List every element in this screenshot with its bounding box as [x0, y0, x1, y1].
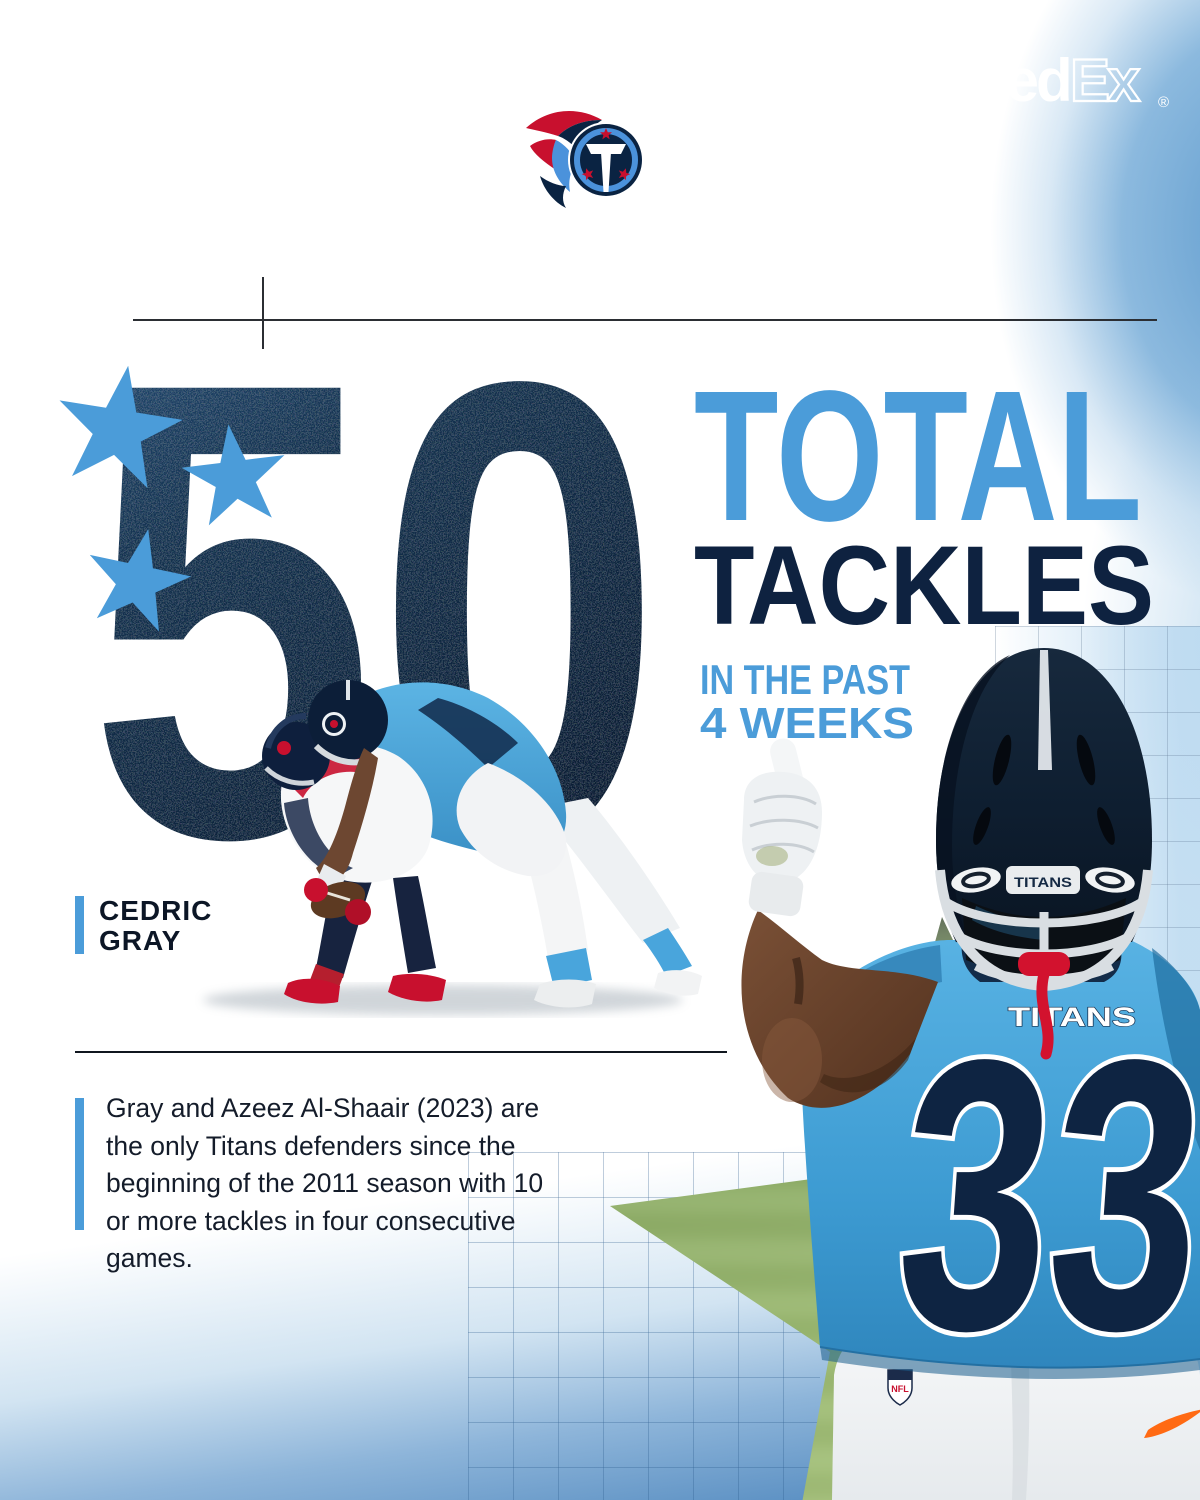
- player-first-name: CEDRIC: [99, 895, 213, 926]
- headline-sub1: IN THE PAST: [700, 656, 910, 703]
- arm-tattoo: [792, 956, 804, 1005]
- fedex-sponsor-logo: Fed Ex ®: [972, 46, 1169, 115]
- player-arm: [741, 910, 938, 1108]
- headline-sub2: 4 WEEKS: [700, 699, 914, 748]
- player-name-block: CEDRIC GRAY: [75, 896, 212, 956]
- footnote-block: Gray and Azeez Al-Shaair (2023) are the …: [75, 1090, 558, 1278]
- footnote-text: Gray and Azeez Al-Shaair (2023) are the …: [106, 1093, 544, 1273]
- footnote-divider-line: [75, 1051, 727, 1053]
- crosshair-horizontal-line: [133, 319, 1157, 321]
- jersey-wordmark: TITANS: [1008, 1002, 1136, 1032]
- titans-team-logo-icon: [526, 110, 644, 208]
- accent-bar: [75, 1098, 84, 1230]
- helmet-bumper: [1006, 866, 1080, 894]
- registered-mark: ®: [1158, 94, 1169, 111]
- headline-line2: TACKLES: [694, 523, 1154, 648]
- headline-line1: TOTAL: [694, 372, 1142, 560]
- football: [304, 878, 371, 925]
- nfl-shield-text: NFL: [891, 1384, 909, 1394]
- nfl-shield-logo: NFL: [887, 1369, 913, 1406]
- mouthguard: [1018, 952, 1070, 976]
- headline-block: TOTAL TACKLES IN THE PAST 4 WEEKS: [694, 372, 1154, 748]
- helmet-bumper-text: TITANS: [1014, 874, 1072, 890]
- bottom-left-blue-wash: [0, 1130, 840, 1500]
- hero-player-photo: NFL TITANS 33: [741, 648, 1200, 1500]
- tackle-action-photo: [203, 680, 702, 1015]
- player-last-name: GRAY: [99, 925, 182, 956]
- crosshair-vertical-line: [262, 277, 264, 349]
- fedex-fed-text: Fed: [972, 47, 1070, 114]
- player-name: CEDRIC GRAY: [99, 896, 212, 956]
- logo-ball: [568, 122, 644, 198]
- accent-bar: [75, 896, 84, 954]
- thumbs-up-glove-icon: [742, 738, 822, 917]
- fedex-ex-text: Ex: [1070, 47, 1140, 114]
- swoosh-icon: [1144, 1409, 1200, 1438]
- player-helmet: TITANS: [935, 648, 1153, 1060]
